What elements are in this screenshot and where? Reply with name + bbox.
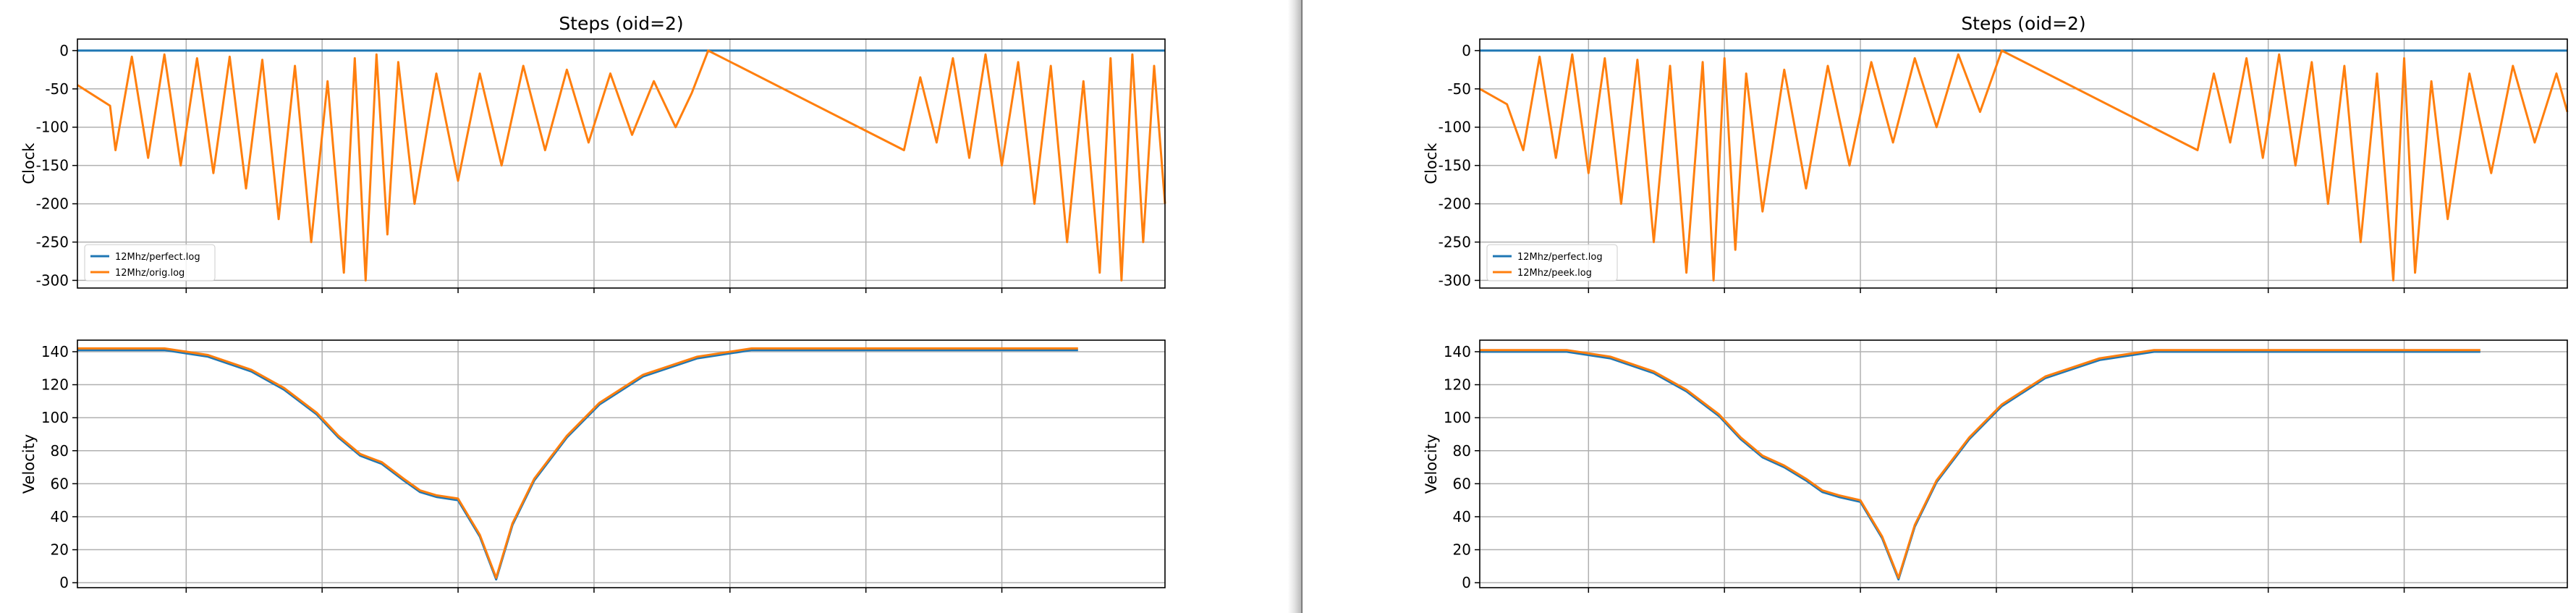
y-tick-label: -100 bbox=[1439, 119, 1471, 136]
legend-entry-1: 12Mhz/peek.log bbox=[1517, 268, 1592, 279]
y-tick-label: 140 bbox=[1444, 343, 1471, 360]
y-tick-label: 80 bbox=[1453, 442, 1471, 460]
y-tick-label: 0 bbox=[1462, 42, 1471, 59]
y-tick-label: 40 bbox=[51, 508, 69, 525]
y-tick-label: 20 bbox=[51, 541, 69, 559]
y-tick-label: 0 bbox=[1462, 574, 1471, 591]
y-tick-label: -250 bbox=[36, 233, 69, 250]
y-tick-label: 0 bbox=[59, 42, 69, 59]
right-figure-panel: 0 -50 -100 -150 -200 -250 -300 Clock Steps (oid=… bbox=[1302, 0, 2576, 613]
y-axis-label: Clock bbox=[20, 143, 38, 185]
legend-box bbox=[1486, 244, 1618, 282]
y-tick-label: -50 bbox=[45, 80, 69, 98]
axes-frame bbox=[1479, 339, 2568, 588]
y-tick-label: -150 bbox=[1439, 157, 1471, 174]
chart-3-velocity: 0 20 40 60 80 100 120 140 Velocity bbox=[1423, 339, 2568, 593]
y-tick-label: -200 bbox=[36, 195, 69, 213]
legend: 12Mhz/perfect.log 12Mhz/peek.log bbox=[1486, 244, 1618, 282]
series-line-1 bbox=[1479, 49, 2569, 282]
y-tick-label: 20 bbox=[1453, 541, 1471, 559]
legend-entry-0: 12Mhz/perfect.log bbox=[115, 252, 200, 263]
series-line-0 bbox=[1480, 350, 2480, 581]
legend-entry-1: 12Mhz/orig.log bbox=[115, 268, 185, 279]
left-figure-panel: 0 -50 -100 -150 -200 -250 -300 Clock Steps (oid=… bbox=[20, 13, 1166, 593]
y-tick-label: -50 bbox=[1447, 80, 1471, 98]
y-tick-label: 60 bbox=[1453, 475, 1471, 492]
y-tick-label: 100 bbox=[41, 409, 69, 426]
legend: 12Mhz/perfect.log 12Mhz/orig.log bbox=[84, 244, 216, 282]
left-figure-svg: 0 -50 -100 -150 -200 -250 -300 Clock Steps (oid=… bbox=[20, 13, 1166, 593]
chart-title: Steps (oid=2) bbox=[1961, 13, 2085, 34]
y-tick-label: 0 bbox=[59, 574, 69, 591]
chart-2-clock: 0 -50 -100 -150 -200 -250 -300 Clock Steps (oid=… bbox=[1423, 13, 2569, 293]
axes-frame bbox=[77, 38, 1166, 289]
right-figure-svg: 0 -50 -100 -150 -200 -250 -300 Clock Steps (oid=… bbox=[1423, 13, 2569, 593]
y-axis-label: Velocity bbox=[20, 434, 38, 494]
y-tick-label: 120 bbox=[41, 376, 69, 394]
legend-box bbox=[84, 244, 216, 282]
y-tick-label: -300 bbox=[36, 271, 69, 289]
y-tick-label: 60 bbox=[51, 475, 69, 492]
y-tick-label: 120 bbox=[1444, 376, 1471, 394]
y-axis-label: Velocity bbox=[1423, 434, 1440, 494]
y-axis-label: Clock bbox=[1423, 143, 1440, 185]
y-tick-label: 40 bbox=[1453, 508, 1471, 525]
series-line-1 bbox=[77, 49, 1166, 282]
y-tick-label: 100 bbox=[1444, 409, 1471, 426]
y-tick-label: -250 bbox=[1439, 233, 1471, 250]
chart-0-clock: 0 -50 -100 -150 -200 -250 -300 Clock Steps (oid=… bbox=[20, 13, 1166, 293]
y-tick-label: -300 bbox=[1439, 271, 1471, 289]
axes-frame bbox=[77, 339, 1166, 588]
axes-frame bbox=[1479, 38, 2568, 289]
window-divider[interactable] bbox=[1288, 0, 1302, 613]
series-line-0 bbox=[77, 349, 1078, 581]
y-tick-label: 140 bbox=[41, 343, 69, 360]
chart-1-velocity: 0 20 40 60 80 100 120 140 Velocity bbox=[20, 339, 1166, 593]
y-tick-label: -150 bbox=[36, 157, 69, 174]
chart-title: Steps (oid=2) bbox=[559, 13, 683, 34]
y-tick-label: 80 bbox=[51, 442, 69, 460]
y-tick-label: -100 bbox=[36, 119, 69, 136]
series-line-1 bbox=[1480, 349, 2480, 579]
y-tick-label: -200 bbox=[1439, 195, 1471, 213]
series-line-1 bbox=[77, 347, 1078, 579]
legend-entry-0: 12Mhz/perfect.log bbox=[1517, 252, 1603, 263]
